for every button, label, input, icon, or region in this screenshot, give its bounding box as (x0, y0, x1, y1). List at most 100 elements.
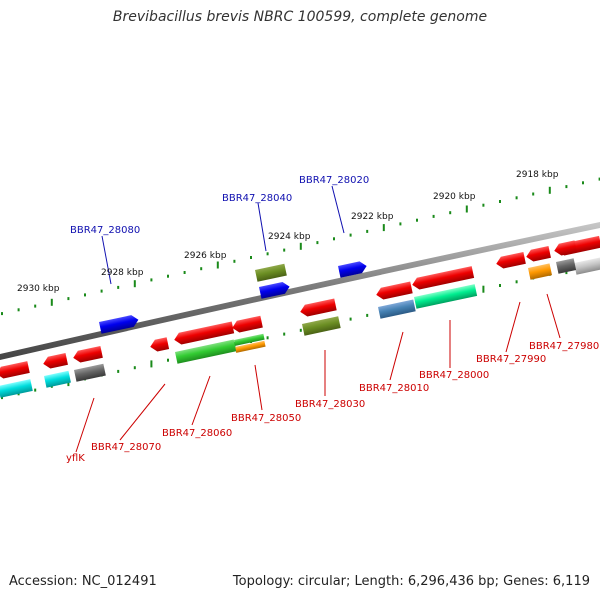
ruler-minor-tick (233, 259, 236, 263)
ruler-minor-tick (515, 280, 518, 284)
ruler-minor-tick (565, 185, 568, 189)
ruler-major-tick (465, 205, 468, 213)
gene-feature[interactable] (72, 345, 103, 364)
ruler-top (1, 177, 600, 316)
ruler-minor-tick (399, 222, 402, 226)
ruler-minor-tick (482, 203, 485, 207)
gene-feature[interactable] (574, 256, 600, 275)
ruler-minor-tick (67, 297, 70, 301)
leader-line (505, 301, 521, 353)
ruler-minor-tick (532, 192, 535, 196)
gene-feature[interactable] (338, 260, 368, 278)
gene-label[interactable]: BBR47_27980 (529, 341, 599, 352)
ruler-minor-tick (167, 358, 169, 362)
ruler-minor-tick (432, 214, 435, 218)
gene-label[interactable]: BBR47_28020 (299, 175, 369, 186)
gene-label[interactable]: BBR47_28040 (222, 193, 292, 204)
gene-feature[interactable] (234, 333, 265, 346)
gene-feature[interactable] (553, 240, 578, 256)
ruler-labels: 2918 kbp 2920 kbp 2922 kbp 2924 kbp 2926… (17, 170, 559, 294)
ruler-label: 2924 kbp (268, 232, 311, 242)
ruler-minor-tick (499, 200, 501, 203)
leader-line (331, 185, 345, 234)
ruler-label: 2922 kbp (351, 212, 394, 222)
leader-line (257, 202, 267, 252)
ruler-label: 2918 kbp (516, 170, 559, 180)
gene-feature[interactable] (375, 281, 413, 301)
ruler-label: 2926 kbp (184, 251, 227, 261)
ruler-minor-tick (515, 196, 518, 200)
ruler-label: 2928 kbp (101, 268, 144, 278)
ruler-minor-tick (316, 241, 319, 245)
gene-label[interactable]: BBR47_27990 (476, 354, 546, 365)
gene-feature[interactable] (42, 353, 68, 370)
gene-label[interactable]: BBR47_28010 (359, 383, 429, 394)
ruler-minor-tick (582, 181, 584, 185)
gene-feature[interactable] (173, 321, 235, 346)
gene-label[interactable]: BBR47_28030 (295, 399, 365, 410)
gene-feature[interactable] (259, 281, 291, 299)
ruler-minor-tick (299, 328, 302, 332)
gene-label[interactable]: BBR47_28000 (419, 370, 489, 381)
ruler-major-tick (50, 298, 53, 306)
ruler-minor-tick (250, 256, 252, 259)
gene-feature[interactable] (411, 266, 475, 291)
gene-feature[interactable] (235, 340, 266, 353)
gene-feature[interactable] (0, 361, 30, 380)
gene-feature[interactable] (74, 363, 106, 382)
gene-label[interactable]: BBR47_28070 (91, 442, 161, 453)
ruler-major-tick (150, 360, 153, 368)
gene-feature[interactable] (231, 315, 263, 334)
ruler-major-tick (216, 261, 219, 269)
ruler-minor-tick (117, 285, 120, 289)
gene-label[interactable]: BBR47_28060 (162, 428, 232, 439)
gene-label[interactable]: yflK (66, 453, 85, 464)
ruler-minor-tick (366, 229, 369, 233)
ruler-minor-tick (1, 312, 3, 316)
leader-line (75, 397, 95, 453)
ruler-minor-tick (283, 248, 286, 252)
gene-feature[interactable] (99, 314, 140, 334)
ruler-label: 2930 kbp (17, 284, 60, 294)
ruler-minor-tick (200, 267, 203, 271)
ruler-major-tick (382, 224, 385, 232)
leader-line (119, 383, 166, 441)
ruler-minor-tick (84, 293, 86, 297)
map-title: Brevibacillus brevis NBRC 100599, comple… (112, 9, 488, 25)
leader-line (546, 293, 561, 339)
ruler-label: 2920 kbp (433, 192, 476, 202)
ruler-minor-tick (150, 278, 153, 282)
gene-feature[interactable] (175, 339, 237, 364)
leader-line (389, 331, 404, 381)
gene-feature[interactable] (525, 246, 551, 263)
gene-feature[interactable] (44, 370, 71, 388)
ruler-minor-tick (167, 274, 169, 278)
ruler-minor-tick (34, 388, 37, 392)
gene-feature[interactable] (0, 379, 33, 398)
leader-line (101, 235, 112, 285)
ruler-minor-tick (34, 304, 37, 308)
ruler-minor-tick (349, 317, 352, 321)
gene-feature[interactable] (378, 299, 416, 319)
gene-feature[interactable] (556, 258, 577, 274)
gene-feature[interactable] (149, 337, 170, 352)
accession-text: Accession: NC_012491 (9, 574, 157, 589)
gene-feature[interactable] (255, 263, 287, 282)
ruler-minor-tick (416, 218, 418, 222)
gene-feature[interactable] (495, 251, 526, 270)
gene-feature[interactable] (414, 284, 478, 309)
ruler-minor-tick (117, 369, 120, 373)
ruler-minor-tick (266, 336, 269, 340)
leader-line (191, 375, 211, 426)
gene-feature[interactable] (302, 316, 341, 336)
gene-feature[interactable] (528, 263, 553, 280)
ruler-major-tick (133, 280, 136, 288)
genes-reverse (0, 235, 600, 398)
gene-label[interactable]: BBR47_28080 (70, 225, 140, 236)
gene-feature[interactable] (299, 298, 337, 318)
gene-label[interactable]: BBR47_28050 (231, 413, 301, 424)
topology-text: Topology: circular; Length: 6,296,436 bp… (232, 574, 590, 589)
ruler-minor-tick (266, 252, 269, 256)
ruler-minor-tick (349, 233, 352, 237)
